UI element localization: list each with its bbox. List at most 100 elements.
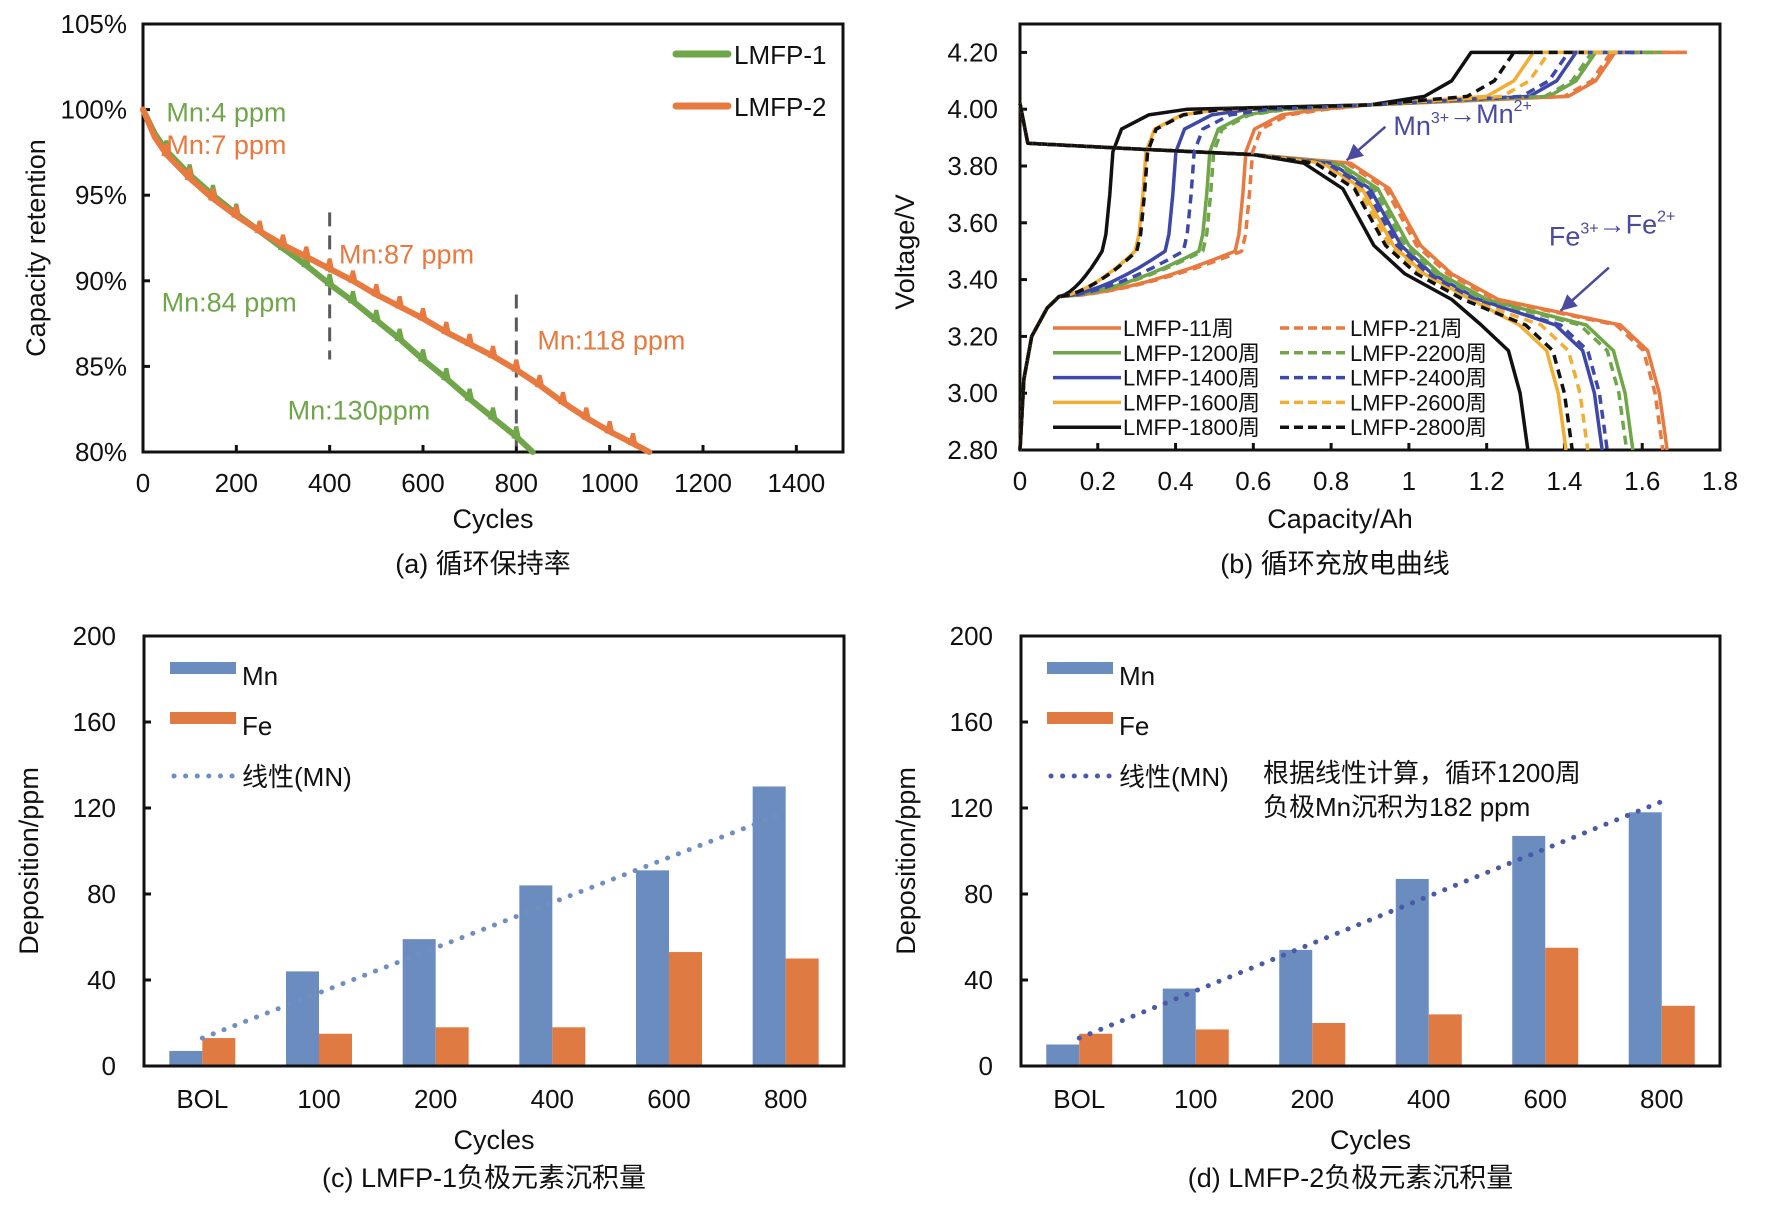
x-tick-label: 1400: [767, 468, 825, 498]
caption-a: (a) 循环保持率: [395, 549, 571, 579]
series-spike: [628, 432, 638, 448]
bar-fe-100: [1195, 1029, 1229, 1066]
x-tick-label: 1.2: [1469, 466, 1505, 496]
bar-fe-200: [1312, 1023, 1346, 1066]
series-spike: [464, 388, 475, 404]
panel-a: 80% 85% 90% 95% 100% 105% 0 200 400 600 800 1000 120…: [21, 9, 845, 579]
y-tick-label: 95%: [75, 180, 127, 210]
series-spike: [441, 367, 452, 383]
x-tick-label: 0: [1013, 466, 1027, 496]
x-tick-label: 400: [1407, 1084, 1450, 1114]
y-tick-label: 3.40: [947, 265, 998, 295]
annotation-part: Mn: [1393, 111, 1431, 141]
legend-swatch: [170, 712, 236, 724]
y-tick-label: 105%: [61, 9, 128, 39]
series-spike: [511, 426, 522, 442]
series-spike: [161, 143, 172, 159]
legend-label: LMFP-2200周: [1350, 341, 1487, 366]
y-tick-label: 3.60: [947, 208, 998, 238]
x-tick-label: 100: [297, 1084, 340, 1114]
legend-label: Mn: [1119, 661, 1155, 691]
legend-label: LMFP-2800周: [1350, 415, 1487, 440]
annotation-mn: Mn:118 ppm: [537, 325, 685, 355]
bar-mn-bol: [169, 1050, 203, 1066]
y-tick-label: 160: [950, 707, 993, 737]
series-spike: [184, 167, 195, 183]
y-tick-label: 85%: [75, 351, 127, 381]
bar-fe-100: [319, 1033, 352, 1066]
caption-d: (d) LMFP-2负极元素沉积量: [1188, 1163, 1514, 1193]
x-tick-label: 0: [136, 468, 150, 498]
series-spike: [488, 407, 498, 423]
annotation-part: 2+: [1514, 98, 1532, 115]
bar-mn-600: [1512, 835, 1546, 1066]
series-spike: [418, 307, 428, 323]
x-tick-label: 0.6: [1235, 466, 1271, 496]
legend-label: Fe: [242, 711, 272, 741]
series-spike: [231, 205, 242, 221]
x-axis-title: Cycles: [453, 1125, 534, 1155]
legend-label: Mn: [242, 661, 278, 691]
series-spike: [511, 359, 522, 375]
x-tick-label: 200: [1291, 1084, 1334, 1114]
annotation-part: Fe: [1549, 222, 1581, 252]
plot-frame-b: [1018, 22, 1722, 452]
x-tick-label: 800: [764, 1084, 807, 1114]
series-spike: [488, 345, 498, 361]
series-spike: [441, 321, 452, 337]
series-spike: [534, 374, 545, 390]
legend-label: LMFP-1600周: [1123, 390, 1260, 415]
bar-mn-100: [286, 971, 319, 1066]
series-spike: [604, 420, 615, 436]
panel-b: 2.80 3.00 3.20 3.40 3.60 3.80 4.00 4.20 0 0.2 0.4 0…: [890, 22, 1738, 579]
y-tick-label: 120: [950, 793, 993, 823]
y-tick-label: 200: [950, 621, 993, 651]
cycle-curve: [1018, 50, 1584, 451]
bar-mn-400: [519, 885, 553, 1066]
x-tick-label: 1.8: [1702, 466, 1738, 496]
series-spike: [278, 234, 288, 250]
legend-a: LMFP-1 LMFP-2: [672, 40, 826, 122]
bar-fe-600: [669, 952, 702, 1066]
y-tick-label: 0: [102, 1051, 116, 1081]
annotation-part: Fe: [1626, 210, 1658, 240]
y-tick-label: 2.80: [947, 435, 998, 465]
series-spike: [348, 290, 358, 306]
series-spike: [558, 391, 568, 407]
annotation-note: 根据线性计算，循环1200周: [1263, 758, 1581, 788]
x-tick-label: 1000: [581, 468, 639, 498]
y-tick-label: 80: [87, 879, 116, 909]
legend-label: LMFP-2: [734, 92, 826, 122]
x-tick-label: 400: [308, 468, 351, 498]
legend-label: LMFP-1400周: [1123, 366, 1260, 391]
annotation-redox: Fe3+→Fe2+: [1549, 209, 1676, 252]
legend-label: LMFP-1200周: [1123, 341, 1260, 366]
annotation-part: 3+: [1580, 221, 1598, 238]
series-spike: [371, 284, 382, 299]
bar-mn-bol: [1046, 1044, 1080, 1066]
y-tick-label: 3.00: [947, 378, 998, 408]
x-axis-title: Cycles: [452, 504, 533, 534]
x-tick-label: BOL: [176, 1084, 228, 1114]
bar-mn-800: [752, 786, 786, 1066]
annotation-part: 3+: [1431, 110, 1449, 127]
series-spike: [324, 258, 335, 274]
x-tick-label: 800: [1640, 1084, 1683, 1114]
bar-fe-400: [552, 1027, 586, 1066]
series-spike: [301, 246, 312, 262]
legend-label: LMFP-2600周: [1350, 390, 1487, 415]
y-tick-label: 90%: [75, 266, 127, 296]
bar-fe-800: [1661, 1005, 1695, 1066]
x-tick-label: 0.2: [1080, 466, 1116, 496]
y-tick-label: 40: [964, 965, 993, 995]
x-tick-label: 0.4: [1157, 466, 1193, 496]
plot-frame-d: [1019, 634, 1722, 1068]
y-axis-title: Voltage/V: [890, 194, 920, 310]
x-tick-label: 0.8: [1313, 466, 1349, 496]
legend-label: LMFP-11周: [1123, 316, 1234, 341]
legend-swatch: [1047, 662, 1113, 674]
series-spike: [464, 333, 475, 349]
y-tick-label: 40: [87, 965, 116, 995]
bar-fe-bol: [202, 1038, 236, 1066]
